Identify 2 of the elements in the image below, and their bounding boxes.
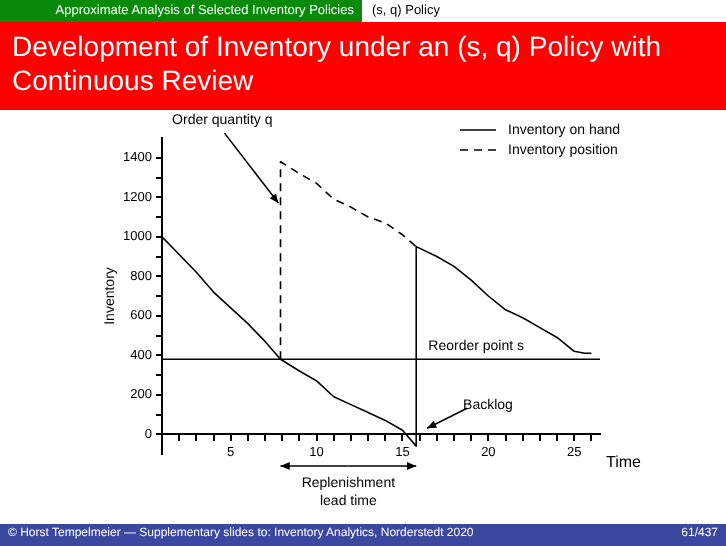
x-axis-title: Time [606,452,643,471]
chart-title: Development of Inventory under an (s, q) Policy with Continuous Review [0,22,726,110]
